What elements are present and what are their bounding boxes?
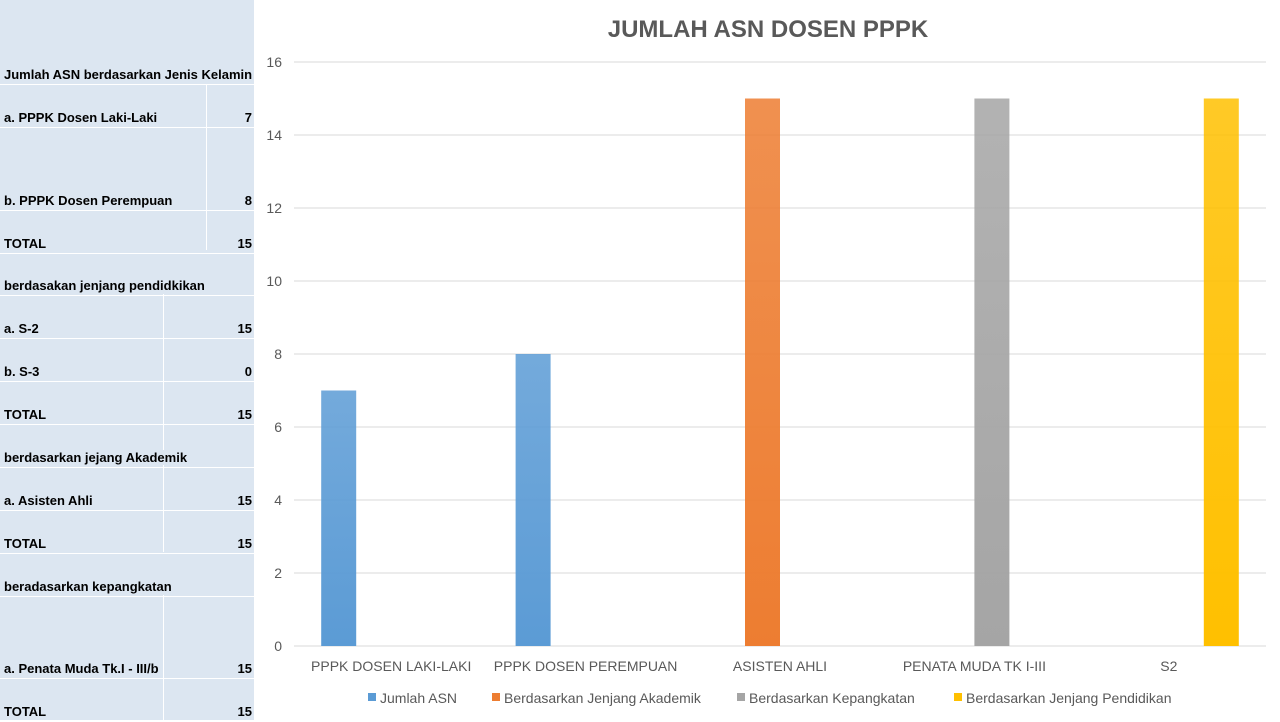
y-tick-label: 0 [274, 638, 282, 654]
bar-chart: JUMLAH ASN DOSEN PPPK 0 2 4 6 8 10 12 14 16 PPPK… [266, 16, 1266, 706]
spreadsheet-panel: Jumlah ASN berdasarkan Jenis Kelamin a. P… [0, 0, 254, 722]
x-category-label: S2 [1160, 658, 1177, 674]
sheet-row-label: a. S-2 [4, 321, 39, 336]
sheet-row-label: a. PPPK Dosen Laki-Laki [4, 110, 158, 125]
cell-border [0, 84, 254, 85]
y-tick-label: 2 [274, 565, 282, 581]
y-axis-ticks: 0 2 4 6 8 10 12 14 16 [266, 54, 282, 654]
cell-border [163, 294, 164, 450]
cell-border [163, 465, 164, 552]
cell-border [0, 127, 254, 128]
y-tick-label: 8 [274, 346, 282, 362]
x-axis-labels: PPPK DOSEN LAKI-LAKI PPPK DOSEN PEREMPUAN… [311, 658, 1178, 674]
y-tick-label: 4 [274, 492, 282, 508]
legend-label: Berdasarkan Kepangkatan [749, 690, 915, 706]
sheet-row-label: Jumlah ASN berdasarkan Jenis Kelamin [4, 67, 253, 82]
cell-border [0, 210, 254, 211]
sheet-row-value: 8 [244, 193, 252, 208]
x-category-label: PPPK DOSEN LAKI-LAKI [311, 658, 471, 674]
sheet-row-label: berdasarkan jejang Akademik [4, 450, 188, 465]
legend-label: Berdasarkan Jenjang Pendidikan [966, 690, 1171, 706]
bar [974, 98, 1010, 646]
cell-border [0, 381, 254, 382]
sheet-row-label: berdasakan jenjang pendidkikan [4, 278, 205, 293]
sheet-row-label: a. Asisten Ahli [4, 493, 93, 508]
cell-border [0, 338, 254, 339]
y-tick-label: 16 [266, 54, 282, 70]
sheet-row-value: 15 [237, 407, 252, 422]
legend-label: Jumlah ASN [380, 690, 457, 706]
cell-border [206, 84, 207, 250]
legend-swatch [954, 693, 962, 701]
bar [515, 354, 551, 646]
cell-border [0, 553, 254, 554]
legend-label: Berdasarkan Jenjang Akademik [504, 690, 702, 706]
cell-border [0, 467, 254, 468]
sheet-row-label: b. S-3 [4, 364, 40, 379]
sheet-row-label: TOTAL [4, 536, 47, 551]
sheet-row-label: TOTAL [4, 704, 47, 719]
y-tick-label: 6 [274, 419, 282, 435]
cell-border [163, 595, 164, 720]
bar [321, 390, 357, 646]
cell-border [0, 510, 254, 511]
bar [745, 98, 780, 646]
x-category-label: PPPK DOSEN PEREMPUAN [494, 658, 678, 674]
sheet-row-value: 15 [237, 321, 252, 336]
y-tick-label: 12 [266, 200, 282, 216]
cell-border [0, 253, 254, 254]
cell-border [0, 678, 254, 679]
y-tick-label: 10 [266, 273, 282, 289]
sheet-row-value: 15 [237, 493, 252, 508]
legend-swatch [737, 693, 745, 701]
sheet-row-label: TOTAL [4, 236, 47, 251]
y-tick-label: 14 [266, 127, 282, 143]
legend-swatch [492, 693, 500, 701]
legend-swatch [368, 693, 376, 701]
bar [1203, 98, 1239, 646]
sheet-row-value: 15 [237, 236, 252, 251]
x-category-label: PENATA MUDA TK I-III [903, 658, 1046, 674]
sheet-row-value: 15 [237, 536, 252, 551]
sheet-row-label: a. Penata Muda Tk.I - III/b [4, 661, 159, 676]
x-category-label: ASISTEN AHLI [733, 658, 827, 674]
sheet-row-label: beradasarkan kepangkatan [4, 579, 172, 594]
sheet-row-label: TOTAL [4, 407, 47, 422]
cell-border [0, 596, 254, 597]
sheet-row-value: 0 [244, 364, 252, 379]
sheet-row-label: b. PPPK Dosen Perempuan [4, 193, 173, 208]
sheet-row-value: 15 [237, 661, 252, 676]
sheet-row-value: 7 [244, 110, 252, 125]
gridlines [294, 61, 1266, 647]
cell-border [0, 424, 254, 425]
legend: Jumlah ASN Berdasarkan Jenjang Akademik Be… [368, 690, 1171, 706]
sheet-row-value: 15 [237, 704, 252, 719]
bars [321, 98, 1239, 646]
chart-title: JUMLAH ASN DOSEN PPPK [608, 16, 929, 43]
cell-border [0, 295, 254, 296]
